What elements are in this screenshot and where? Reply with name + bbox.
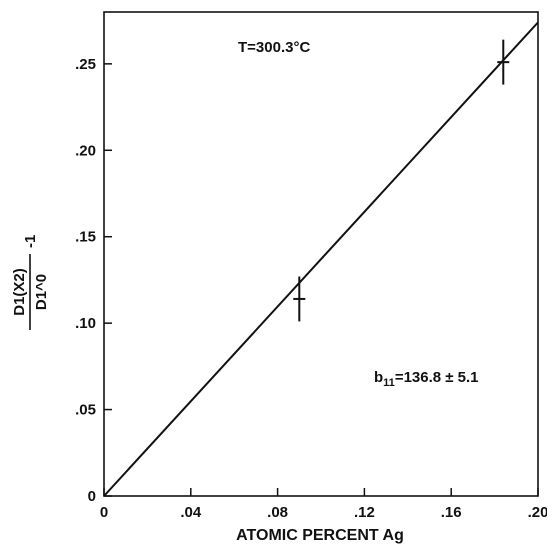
plot-frame — [103, 11, 539, 497]
data-point — [497, 39, 510, 85]
y-label-numerator: D1(X2) — [11, 268, 28, 316]
fit-line — [103, 21, 539, 497]
temperature-annotation: T=300.3°C — [238, 39, 310, 56]
y-tick-label: .20 — [75, 142, 96, 159]
y-tick-label: .10 — [75, 315, 96, 332]
b11-annotation: b11=136.8 ± 5.1 — [374, 369, 479, 389]
x-tick-label: .16 — [441, 504, 462, 521]
x-tick-label: .08 — [267, 504, 288, 521]
b11-sub: 11 — [383, 377, 395, 389]
series — [103, 21, 539, 497]
y-tick-label: 0 — [88, 488, 96, 505]
b11-main: b — [374, 369, 383, 386]
x-tick-label: 0 — [100, 504, 108, 521]
x-axis-label: ATOMIC PERCENT Ag — [236, 527, 404, 544]
y-label-suffix: -1 — [22, 235, 39, 248]
x-tick-label: .12 — [354, 504, 375, 521]
x-ticks: 0 .04 .08 .12 .16 .20 — [100, 488, 547, 521]
b11-rest: =136.8 ± 5.1 — [395, 369, 479, 386]
data-point — [293, 276, 306, 322]
y-tick-label: .25 — [75, 56, 96, 73]
x-tick-label: .20 — [528, 504, 547, 521]
y-label-denominator: D1^0 — [33, 274, 50, 310]
y-ticks: 0 .05 .10 .15 .20 .25 — [75, 56, 112, 505]
y-tick-label: .05 — [75, 402, 96, 419]
y-axis-label: D1(X2) D1^0 -1 — [11, 235, 50, 330]
y-tick-label: .15 — [75, 229, 96, 246]
x-tick-label: .04 — [180, 504, 202, 521]
